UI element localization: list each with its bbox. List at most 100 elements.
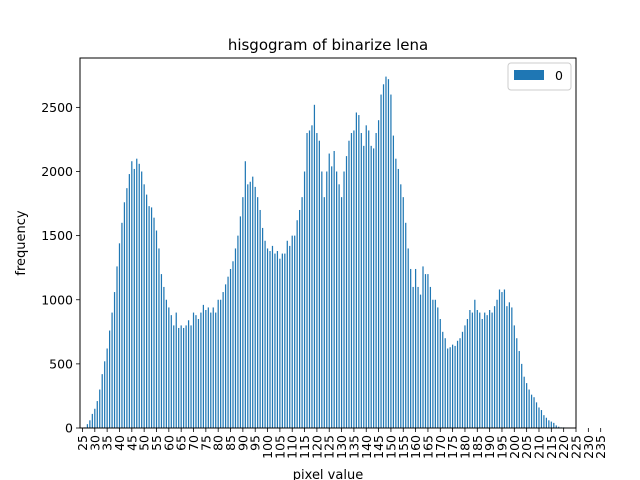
bar — [508, 302, 510, 428]
bar — [301, 197, 303, 428]
bar — [128, 174, 130, 428]
x-tick-label: 210 — [531, 435, 546, 459]
bar — [449, 347, 451, 428]
bar — [395, 158, 397, 428]
bar — [224, 284, 227, 428]
bar — [101, 374, 103, 428]
bar — [442, 331, 444, 428]
y-tick-label: 1500 — [41, 228, 73, 243]
x-tick-label: 110 — [285, 435, 300, 459]
bar — [543, 415, 545, 428]
bar — [373, 148, 375, 429]
bar — [370, 145, 372, 428]
bar — [222, 292, 224, 428]
bar — [190, 325, 192, 428]
bar — [165, 299, 167, 428]
bar — [412, 286, 414, 428]
bar — [336, 171, 338, 428]
bar — [111, 312, 113, 428]
bar — [321, 171, 323, 428]
bar — [377, 120, 380, 428]
bar — [496, 299, 498, 428]
x-tick-label: 195 — [494, 435, 509, 459]
bar — [141, 171, 143, 428]
bar — [200, 312, 202, 428]
bar — [397, 168, 399, 428]
bar — [400, 184, 402, 428]
bar — [261, 227, 264, 428]
bar — [313, 104, 316, 428]
bar — [350, 133, 353, 428]
bar — [274, 253, 276, 428]
bar — [447, 348, 449, 428]
bar — [136, 158, 138, 428]
bar — [148, 206, 150, 428]
y-tick-label: 2000 — [41, 164, 73, 179]
x-tick-label: 175 — [445, 435, 460, 459]
bar — [99, 389, 101, 428]
bar — [121, 222, 123, 428]
x-tick-label: 45 — [124, 435, 139, 451]
bar — [456, 340, 459, 428]
bar — [158, 248, 160, 428]
bar — [355, 112, 357, 428]
bar — [281, 253, 283, 428]
bar — [133, 168, 135, 428]
y-tick-label: 1000 — [41, 292, 73, 307]
bar — [237, 235, 239, 428]
bar — [479, 312, 481, 428]
bar — [116, 266, 118, 428]
x-tick-label: 125 — [322, 435, 337, 459]
x-tick-label: 35 — [100, 435, 115, 451]
bar — [526, 383, 528, 428]
bar — [227, 276, 229, 428]
bar — [328, 153, 330, 429]
bar — [86, 424, 89, 428]
bar — [113, 292, 116, 428]
x-tick-label: 80 — [211, 435, 226, 451]
bar — [439, 318, 441, 428]
x-tick-label: 190 — [482, 435, 497, 459]
bar — [180, 325, 182, 428]
bar — [444, 338, 446, 428]
bar — [311, 125, 313, 428]
bar — [266, 248, 269, 428]
bar — [210, 312, 212, 428]
bar — [516, 338, 518, 428]
bar — [279, 258, 281, 428]
bar — [160, 274, 163, 428]
bar — [538, 407, 540, 428]
bar — [143, 184, 145, 428]
bar — [155, 230, 158, 428]
chart-title: hisgogram of binarize lena — [228, 36, 428, 54]
bar — [207, 307, 209, 428]
bar — [173, 325, 175, 428]
bar — [493, 306, 496, 428]
bar — [513, 325, 515, 428]
bar — [380, 94, 382, 429]
bar — [185, 325, 187, 428]
x-tick-label: 105 — [272, 435, 287, 459]
bar — [303, 171, 306, 428]
bar — [229, 268, 232, 428]
x-tick-label: 180 — [457, 435, 472, 459]
bar — [535, 402, 538, 428]
bar — [269, 251, 271, 428]
x-tick-label: 60 — [161, 435, 176, 451]
bar — [528, 389, 530, 428]
bar — [414, 268, 417, 428]
bar — [109, 330, 111, 428]
bar — [217, 299, 219, 428]
bar — [215, 312, 217, 428]
bar — [498, 289, 501, 428]
bar — [405, 222, 407, 428]
bar — [163, 286, 165, 428]
x-tick-label: 140 — [359, 435, 374, 459]
bar — [106, 348, 108, 428]
x-tick-label: 170 — [433, 435, 448, 459]
x-tick-label: 25 — [75, 435, 90, 451]
x-tick-label: 230 — [581, 435, 596, 459]
bar — [382, 84, 385, 428]
bar — [392, 135, 395, 428]
bar — [419, 294, 422, 428]
